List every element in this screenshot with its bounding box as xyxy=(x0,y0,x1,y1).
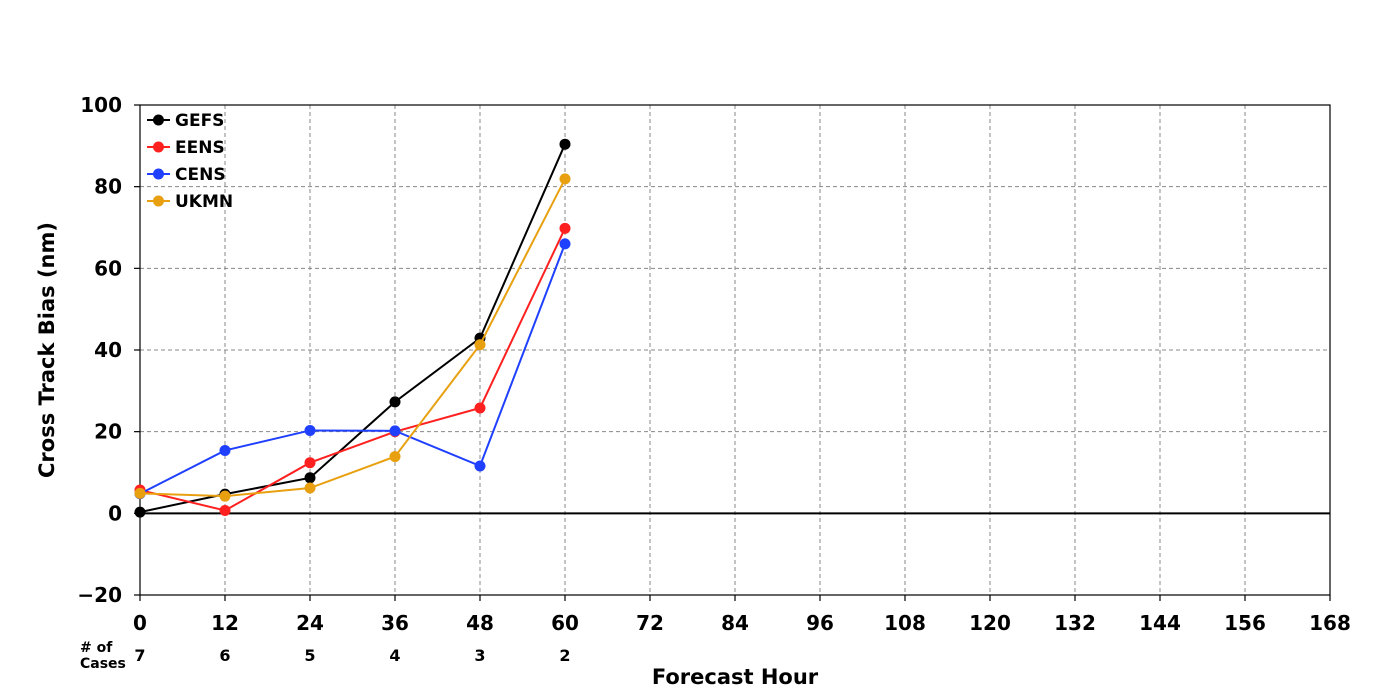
data-point-gefs xyxy=(134,506,146,518)
data-point-ukmn xyxy=(474,339,486,351)
y-tick-label: −20 xyxy=(77,583,122,607)
x-tick-label: 60 xyxy=(551,611,579,635)
x-tick-label: 156 xyxy=(1224,611,1266,635)
x-tick-label: 0 xyxy=(133,611,147,635)
series-cens xyxy=(134,238,571,500)
data-point-eens xyxy=(474,402,486,414)
data-point-ukmn xyxy=(304,482,316,494)
y-tick-label: 0 xyxy=(108,501,122,525)
y-tick-label: 40 xyxy=(94,338,122,362)
legend-label-cens: CENS xyxy=(175,165,226,185)
x-tick-label: 12 xyxy=(211,611,239,635)
data-point-ukmn xyxy=(389,451,401,463)
data-point-cens xyxy=(304,424,316,436)
x-tick-label: 84 xyxy=(721,611,749,635)
data-point-cens xyxy=(389,425,401,437)
data-point-ukmn xyxy=(219,490,231,502)
legend: GEFS EENS CENS UKMN xyxy=(147,111,233,212)
legend-marker-ukmn xyxy=(153,195,164,207)
x-tick-label: 72 xyxy=(636,611,664,635)
data-point-cens xyxy=(474,460,486,472)
x-tick-label: 24 xyxy=(296,611,324,635)
series-ukmn xyxy=(134,173,571,502)
cases-value: 6 xyxy=(219,646,230,665)
grid-lines xyxy=(140,105,1330,595)
legend-item-eens: EENS xyxy=(147,138,225,158)
legend-item-cens: CENS xyxy=(147,165,226,185)
x-tick-label: 108 xyxy=(884,611,926,635)
y-tick-label: 60 xyxy=(94,256,122,280)
series-line-cens xyxy=(139,243,566,495)
cases-value: 2 xyxy=(559,646,570,665)
data-point-gefs xyxy=(559,138,571,150)
cases-value: 4 xyxy=(389,646,400,665)
series-line-ukmn xyxy=(139,178,566,498)
data-point-gefs xyxy=(304,472,316,484)
x-tick-label: 132 xyxy=(1054,611,1096,635)
x-tick-label: 36 xyxy=(381,611,409,635)
data-point-cens xyxy=(559,238,571,250)
data-point-eens xyxy=(304,457,316,469)
cases-value: 3 xyxy=(474,646,485,665)
data-point-ukmn xyxy=(559,173,571,185)
series-line-gefs xyxy=(139,143,566,514)
x-tick-label: 120 xyxy=(969,611,1011,635)
legend-item-gefs: GEFS xyxy=(147,111,224,131)
legend-marker-gefs xyxy=(153,114,164,126)
x-axis-title: Forecast Hour xyxy=(652,665,819,689)
data-point-eens xyxy=(559,222,571,234)
y-tick-label: 100 xyxy=(80,93,122,117)
legend-marker-cens xyxy=(153,168,164,180)
legend-label-gefs: GEFS xyxy=(175,111,224,131)
y-axis-title: Cross Track Bias (nm) xyxy=(35,222,59,478)
cases-row: # of Cases 7 6 5 4 3 2 xyxy=(80,640,571,672)
cases-value: 5 xyxy=(304,646,315,665)
axes xyxy=(134,104,1331,601)
cases-value: 7 xyxy=(134,646,145,665)
legend-item-ukmn: UKMN xyxy=(147,192,233,212)
data-point-gefs xyxy=(389,396,401,408)
x-tick-label: 144 xyxy=(1139,611,1181,635)
cases-label-line1: # of xyxy=(80,640,113,656)
data-point-cens xyxy=(219,444,231,456)
tick-labels: 0 12 24 36 48 60 72 84 96 108 120 132 144 156 168 −20 0 2… xyxy=(77,93,1350,635)
data-point-eens xyxy=(219,504,231,516)
series-layer xyxy=(134,138,571,518)
legend-label-eens: EENS xyxy=(175,138,225,158)
legend-label-ukmn: UKMN xyxy=(175,192,233,212)
y-tick-label: 20 xyxy=(94,420,122,444)
data-point-ukmn xyxy=(134,487,146,499)
x-tick-label: 168 xyxy=(1309,611,1351,635)
series-eens xyxy=(134,222,571,516)
y-tick-label: 80 xyxy=(94,175,122,199)
cases-label-line2: Cases xyxy=(80,656,126,672)
x-tick-label: 48 xyxy=(466,611,494,635)
legend-marker-eens xyxy=(153,141,164,153)
x-tick-label: 96 xyxy=(806,611,834,635)
series-line-eens xyxy=(139,227,566,512)
